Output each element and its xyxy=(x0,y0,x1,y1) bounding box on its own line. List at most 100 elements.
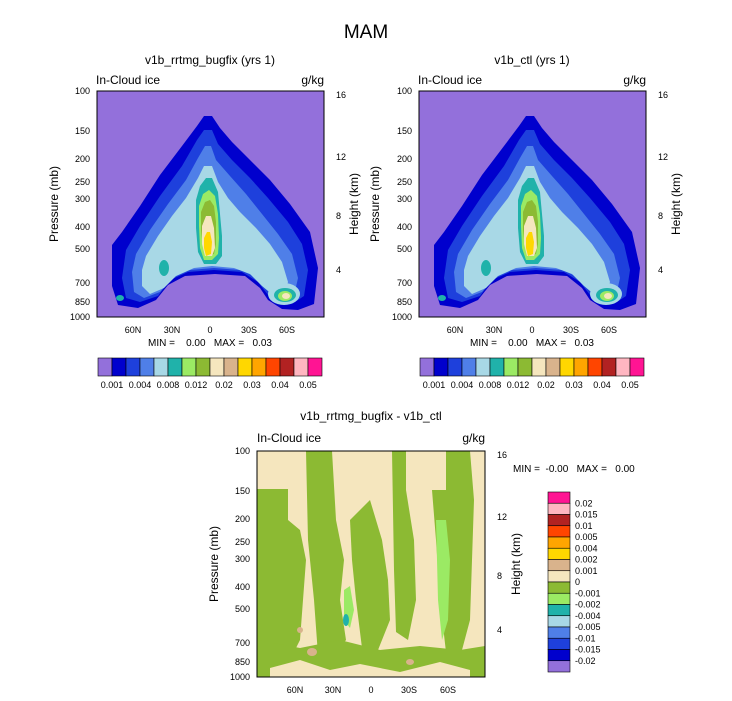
colorbar-swatch xyxy=(293,357,309,377)
x-tick-label: 0 xyxy=(368,685,373,695)
colorbar-label: -0.02 xyxy=(575,656,596,666)
colorbar-swatch xyxy=(547,660,571,673)
colorbar-swatch xyxy=(547,637,571,650)
x-tick-label: 30N xyxy=(164,325,181,335)
panel-difference: v1b_rrtmg_bugfix - v1b_ctl In-Cloud ice … xyxy=(207,409,635,695)
colorbar-swatch xyxy=(153,357,169,377)
colorbar-swatch xyxy=(547,547,571,560)
y-tick-label: 400 xyxy=(75,222,90,232)
y2-tick-label: 8 xyxy=(658,211,663,221)
colorbar-label: -0.01 xyxy=(575,633,596,643)
y-tick-labels-pressure: 100 150 200 250 300 400 500 700 850 1000 xyxy=(230,446,250,682)
colorbar-label: 0.012 xyxy=(507,380,530,390)
colorbar-swatch xyxy=(461,357,477,377)
minmax-text: MIN = 0.00 MAX = 0.03 xyxy=(470,338,594,349)
colorbar-label: 0.001 xyxy=(423,380,446,390)
panel-title: v1b_rrtmg_bugfix (yrs 1) xyxy=(145,53,275,67)
y-tick-label: 1000 xyxy=(230,672,250,682)
colorbar-swatch xyxy=(419,357,435,377)
panel-title: v1b_ctl (yrs 1) xyxy=(494,53,569,67)
minmax-text: MIN = 0.00 MAX = 0.03 xyxy=(148,338,272,349)
colorbar-label: 0.04 xyxy=(593,380,611,390)
y-tick-label: 100 xyxy=(235,446,250,456)
colorbar-swatch xyxy=(433,357,449,377)
right-label: g/kg xyxy=(301,73,324,87)
colorbar-label: 0.002 xyxy=(575,555,598,565)
colorbar-swatch xyxy=(547,559,571,572)
y-tick-label: 1000 xyxy=(392,312,412,322)
contour-field xyxy=(257,451,485,677)
y-tick-label: 150 xyxy=(75,126,90,136)
colorbar-label: -0.015 xyxy=(575,645,601,655)
colorbar-swatch xyxy=(545,357,561,377)
y-axis-label: Pressure (mb) xyxy=(207,526,221,602)
y-tick-labels-height: 16 12 8 4 xyxy=(497,450,507,635)
y-tick-labels-pressure: 100 150 200 250 300 400 500 700 850 1000 xyxy=(392,86,412,322)
colorbar-label: 0.004 xyxy=(575,543,598,553)
x-tick-label: 60S xyxy=(601,325,617,335)
colorbar-swatch xyxy=(139,357,155,377)
colorbar-label: 0 xyxy=(575,577,580,587)
y-tick-labels-height: 16 12 8 4 xyxy=(658,90,668,275)
colorbar-label: 0.015 xyxy=(575,510,598,520)
colorbar-label: 0.001 xyxy=(101,380,124,390)
y-tick-label: 400 xyxy=(235,582,250,592)
colorbar-label: 0.02 xyxy=(575,498,593,508)
colorbar-swatch xyxy=(547,514,571,527)
y2-tick-label: 16 xyxy=(497,450,507,460)
colorbar-label: 0.004 xyxy=(129,380,152,390)
colorbar-swatch xyxy=(547,581,571,594)
x-tick-label: 60N xyxy=(125,325,142,335)
colorbar-label: 0.04 xyxy=(271,380,289,390)
colorbar-swatch xyxy=(547,536,571,549)
y2-tick-label: 8 xyxy=(497,571,502,581)
y2-tick-label: 4 xyxy=(658,265,663,275)
colorbar-label: 0.008 xyxy=(479,380,502,390)
colorbar-swatch xyxy=(559,357,575,377)
colorbar-swatch xyxy=(279,357,295,377)
x-tick-label: 30S xyxy=(401,685,417,695)
colorbar-label: 0.05 xyxy=(621,380,639,390)
y-tick-label: 500 xyxy=(235,604,250,614)
y-tick-label: 200 xyxy=(235,514,250,524)
colorbar-swatch xyxy=(167,357,183,377)
x-tick-label: 60N xyxy=(287,685,304,695)
right-label: g/kg xyxy=(462,431,485,445)
left-label: In-Cloud ice xyxy=(418,73,482,87)
y-tick-label: 850 xyxy=(397,297,412,307)
x-tick-label: 60N xyxy=(447,325,464,335)
y2-tick-label: 16 xyxy=(336,90,346,100)
colorbar-swatch xyxy=(547,592,571,605)
colorbar-swatch xyxy=(587,357,603,377)
y-tick-label: 250 xyxy=(235,537,250,547)
colorbar-swatch xyxy=(209,357,225,377)
left-label: In-Cloud ice xyxy=(96,73,160,87)
y-tick-label: 150 xyxy=(397,126,412,136)
colorbar-label: 0.004 xyxy=(451,380,474,390)
y-tick-labels-height: 16 12 8 4 xyxy=(336,90,346,275)
colorbar: 0.001 0.004 0.008 0.012 0.02 0.03 0.04 0.05 xyxy=(97,357,323,390)
y-tick-label: 500 xyxy=(397,244,412,254)
y-tick-label: 850 xyxy=(235,657,250,667)
panel-title: v1b_rrtmg_bugfix - v1b_ctl xyxy=(300,409,441,423)
colorbar-label: 0.02 xyxy=(215,380,233,390)
x-tick-labels: 60N 30N 0 30S 60S xyxy=(125,325,295,335)
colorbar-label: 0.008 xyxy=(157,380,180,390)
y-axis-label: Pressure (mb) xyxy=(368,166,382,242)
x-tick-label: 30S xyxy=(563,325,579,335)
y2-tick-label: 12 xyxy=(658,152,668,162)
y-tick-label: 1000 xyxy=(70,312,90,322)
y-axis-label: Pressure (mb) xyxy=(47,166,61,242)
y-tick-label: 300 xyxy=(75,194,90,204)
colorbar-swatch xyxy=(547,649,571,662)
x-tick-label: 0 xyxy=(529,325,534,335)
y-tick-label: 150 xyxy=(235,486,250,496)
y-tick-labels-pressure: 100 150 200 250 300 400 500 700 850 1000 xyxy=(70,86,90,322)
colorbar-label: 0.001 xyxy=(575,566,598,576)
panel-ctl: v1b_ctl (yrs 1) In-Cloud ice g/kg 100 15… xyxy=(368,53,683,390)
y-tick-label: 200 xyxy=(397,154,412,164)
colorbar-swatch xyxy=(307,357,323,377)
colorbar-swatch xyxy=(251,357,267,377)
